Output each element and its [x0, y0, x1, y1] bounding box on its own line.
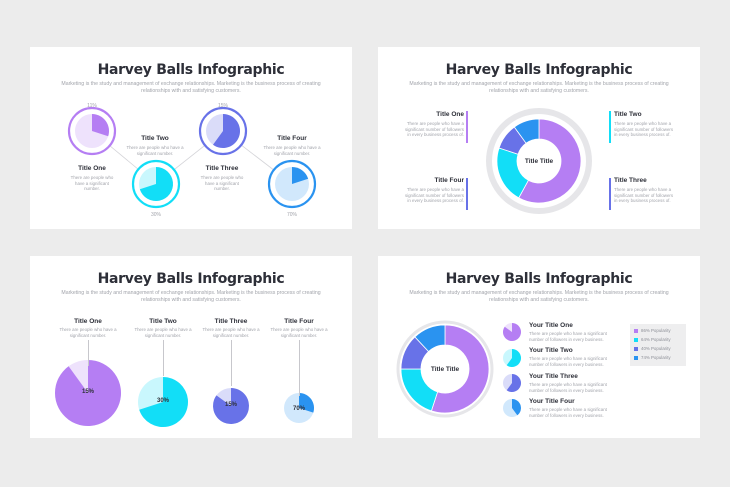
- label-title-four: Title Four: [284, 318, 314, 325]
- slide-harvey-balls-4[interactable]: Harvey Balls Infographic Marketing is th…: [378, 256, 700, 438]
- harvey-ball-fill-1: [92, 114, 109, 137]
- text-title-four: There are people who have a significant …: [404, 187, 464, 204]
- donut-segment-purple: [430, 324, 490, 414]
- text-title-two: There are people who have a significant …: [134, 327, 192, 338]
- legend-swatch-purple: [634, 328, 638, 333]
- accent-line-title-four: [466, 178, 468, 210]
- label-title-three: Title Three: [214, 318, 248, 325]
- harvey-ball-fill-2: [139, 167, 173, 201]
- pct-title-one: 15%: [81, 389, 94, 395]
- slide-subtitle: Marketing is the study and management of…: [409, 81, 669, 94]
- pct-title-two: 30%: [150, 212, 161, 218]
- legend-swatch-cyan: [634, 337, 638, 342]
- text-your-title-one: There are people who have a significant …: [529, 331, 607, 342]
- slide-title: Harvey Balls Infographic: [97, 271, 285, 287]
- harvey-ball-fill-4: [292, 167, 309, 184]
- slide4-graphics: [396, 320, 521, 418]
- accent-line-title-two: [609, 111, 611, 143]
- slide-harvey-balls-3[interactable]: Harvey Balls Infographic Marketing is th…: [30, 256, 352, 438]
- donut-segment-blue: [414, 324, 446, 353]
- label-title-four: Title Four: [434, 177, 465, 184]
- donut-hole: [422, 346, 468, 392]
- label-title-three: Title Three: [205, 165, 239, 172]
- text-title-one: There are people who have a significant …: [59, 327, 117, 338]
- text-your-title-two: There are people who have a significant …: [529, 356, 607, 367]
- label-your-title-two: Your Title Two: [529, 347, 573, 354]
- slide-subtitle: Marketing is the study and management of…: [61, 290, 321, 303]
- harvey-ball-fill-3: [213, 114, 240, 148]
- text-title-four: There are people who have a significant …: [270, 327, 328, 338]
- harvey-ball-fill-2: [139, 377, 188, 427]
- label-title-two: Title Two: [149, 318, 177, 325]
- label-title-two: Title Two: [614, 111, 642, 118]
- mini-ball-fill-1: [503, 323, 521, 341]
- label-title-one: Title One: [74, 318, 102, 325]
- accent-line-title-three: [609, 178, 611, 210]
- donut-segment-blue: [513, 118, 540, 144]
- label-title-one: Title One: [78, 165, 106, 172]
- mini-ball-fill-4: [512, 399, 521, 416]
- legend-item: 40% Popularity: [634, 346, 671, 351]
- label-your-title-three: Your Title Three: [529, 373, 578, 380]
- pct-title-four: 70%: [292, 406, 305, 412]
- pct-title-two: 30%: [156, 398, 169, 404]
- text-title-one: There are people who have a significant …: [404, 121, 464, 138]
- text-title-three: There are people who have a significant …: [614, 187, 674, 204]
- slide2-graphics: [486, 108, 592, 214]
- donut-hole: [518, 140, 560, 182]
- text-your-title-three: There are people who have a significant …: [529, 382, 607, 393]
- legend-item: 64% Popularity: [634, 337, 671, 342]
- text-title-three: There are people who have a significant …: [202, 327, 260, 338]
- text-title-two: There are people who have a significant …: [126, 145, 184, 156]
- accent-line-title-one: [466, 111, 468, 143]
- donut-center-label: Title Title: [430, 366, 460, 373]
- slide-subtitle: Marketing is the study and management of…: [61, 81, 321, 94]
- legend-item: 86% Popularity: [634, 328, 671, 333]
- slide-title: Harvey Balls Infographic: [445, 62, 633, 78]
- label-title-four: Title Four: [277, 135, 307, 142]
- label-your-title-four: Your Title Four: [529, 398, 575, 405]
- donut-center-label: Title Title: [524, 158, 554, 165]
- slide-title: Harvey Balls Infographic: [97, 62, 285, 78]
- slide-harvey-balls-2[interactable]: Harvey Balls Infographic Marketing is th…: [378, 47, 700, 229]
- donut-segment-purple: [518, 118, 582, 204]
- pct-title-three: 15%: [224, 402, 237, 408]
- stem-title-two: [163, 340, 164, 376]
- slide3-graphics: [55, 360, 314, 427]
- text-title-one: There are people who have a significant …: [70, 175, 114, 192]
- legend: 86% Popularity 64% Popularity 40% Popula…: [630, 324, 686, 366]
- text-title-two: There are people who have a significant …: [614, 121, 674, 138]
- legend-swatch-blue: [634, 355, 638, 360]
- slide-subtitle: Marketing is the study and management of…: [409, 290, 669, 303]
- pct-title-one: 11%: [87, 103, 97, 109]
- legend-item: 74% Popularity: [634, 355, 671, 360]
- stem-title-one: [88, 340, 89, 366]
- legend-label: 64% Popularity: [641, 337, 671, 342]
- legend-swatch-indigo: [634, 346, 638, 351]
- legend-label: 74% Popularity: [641, 355, 671, 360]
- harvey-ball-fill-1: [55, 360, 122, 426]
- pct-title-three: 15%: [217, 103, 228, 109]
- label-your-title-one: Your Title One: [529, 322, 573, 329]
- label-title-three: Title Three: [614, 177, 647, 184]
- pct-title-four: 70%: [286, 212, 297, 218]
- slide1-graphics: [67, 106, 317, 209]
- connector-line: [91, 130, 293, 185]
- text-title-three: There are people who have a significant …: [200, 175, 244, 192]
- mini-ball-fill-2: [506, 349, 521, 367]
- text-your-title-four: There are people who have a significant …: [529, 407, 607, 418]
- harvey-ball-fill-4: [299, 393, 314, 413]
- stem-title-four: [299, 340, 300, 396]
- label-title-one: Title One: [436, 111, 464, 118]
- stem-title-three: [231, 340, 232, 386]
- legend-label: 40% Popularity: [641, 346, 671, 351]
- label-title-two: Title Two: [141, 135, 169, 142]
- slide-title: Harvey Balls Infographic: [445, 271, 633, 287]
- mini-ball-fill-3: [506, 374, 521, 392]
- harvey-ball-fill-3: [212, 388, 249, 424]
- slide-harvey-balls-1[interactable]: Harvey Balls Infographic Marketing is th…: [30, 47, 352, 229]
- legend-label: 86% Popularity: [641, 328, 671, 333]
- text-title-four: There are people who have a significant …: [263, 145, 321, 156]
